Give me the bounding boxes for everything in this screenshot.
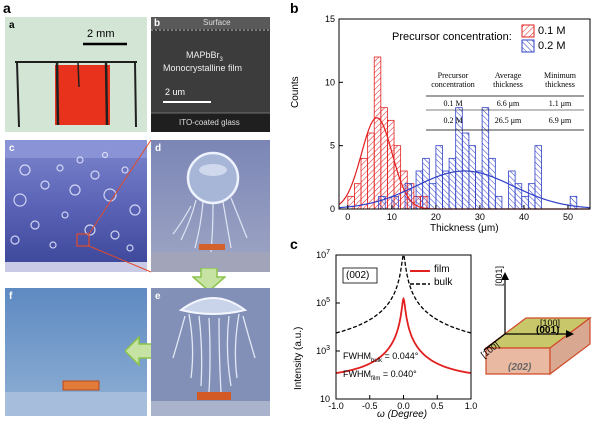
table-cell: 0.1 M [443, 99, 463, 108]
x-tick-label: 0.0 [397, 401, 410, 411]
table-cell: 0.2 M [443, 116, 463, 125]
legend-swatch-0.1M [521, 24, 535, 38]
table-cell: 6.9 μm [548, 116, 572, 125]
legend-title: Precursor concentration: [392, 31, 512, 43]
curve-bulk [336, 255, 471, 334]
x-tick-label: 10 [387, 212, 397, 222]
photo-c: c [5, 140, 147, 272]
y-tick-label: 5 [330, 141, 335, 151]
scale-text-a: 2 mm [87, 28, 115, 40]
axis-label-001: [001] [494, 265, 504, 286]
sem-image-b: b Surface MAPbBr3 Monocrystalline film 2… [151, 17, 270, 132]
arrow-up-icon [501, 272, 509, 280]
fwhm-film-label: FWHMfilm = 0.040° [343, 369, 417, 382]
reflection-annotation: (002) [346, 270, 370, 281]
sublabel-a: a [9, 20, 15, 31]
legend-label-bulk: bulk [434, 277, 453, 288]
table-cell: 6.6 μm [496, 99, 520, 108]
y-tick-label: 10 [320, 394, 330, 404]
photo-d-drawing [151, 140, 270, 272]
arrow-right-icon [566, 330, 574, 338]
table-cell: 1.1 μm [548, 99, 572, 108]
panel-a-label: a [3, 0, 11, 16]
sublabel-f: f [9, 291, 13, 302]
y-tick-label: 107 [316, 249, 330, 260]
sublabel-b: b [154, 18, 161, 29]
x-tick-label: 40 [519, 212, 529, 222]
photo-f: f [5, 288, 147, 416]
legend-label-0.1M: 0.1 M [538, 25, 566, 37]
face-label-202: (202) [508, 362, 532, 373]
sublabel-e: e [155, 291, 161, 302]
rocking-ylabel: Intensity (a.u.) [293, 326, 304, 390]
film-desc-label: Monocrystalline film [163, 63, 243, 73]
photo-a-drawing [5, 17, 147, 132]
crystal-schematic [483, 272, 592, 376]
legend-label-0.2M: 0.2 M [538, 40, 566, 52]
scale-text-b: 2 um [165, 87, 186, 97]
x-tick-label: 30 [475, 212, 485, 222]
x-tick-label: 1.0 [465, 401, 478, 411]
y-tick-label: 0 [330, 204, 335, 214]
annotation-box [342, 267, 378, 284]
legend-swatch-0.2M [521, 39, 535, 53]
rocking-xlabel: ω (Degree) [377, 409, 428, 420]
arrow-down-icon [192, 268, 226, 292]
photo-e-drawing [151, 288, 270, 416]
face-label-001: (001) [536, 325, 560, 336]
fit-curve-0.2M [338, 170, 591, 209]
table-header-precursor: Precursor concentration [431, 71, 475, 89]
photo-c-drawing [5, 140, 147, 272]
y-tick-label: 15 [325, 14, 335, 24]
substrate-label: ITO-coated glass [179, 118, 240, 127]
crystal-side-face [549, 316, 591, 376]
table-cell: 26.5 μm [494, 116, 522, 125]
axis-100b-arrow [483, 333, 506, 351]
y-tick-label: 103 [316, 345, 330, 356]
histogram-xlabel: Thickness (μm) [430, 223, 499, 234]
histogram-frame [338, 18, 591, 210]
axis-label-100: [100] [540, 318, 561, 328]
x-tick-label: 0.5 [431, 401, 444, 411]
x-tick-label: -1.0 [328, 401, 344, 411]
panel-c-label: c [290, 236, 298, 252]
surface-label: Surface [203, 18, 231, 27]
x-tick-label: 20 [431, 212, 441, 222]
x-tick-label: 0 [345, 212, 350, 222]
sublabel-c: c [9, 143, 15, 154]
photo-e: e [151, 288, 270, 416]
y-tick-label: 10 [325, 77, 335, 87]
x-tick-label: 50 [563, 212, 573, 222]
panel-b-label: b [290, 0, 299, 16]
sem-drawing [151, 17, 270, 132]
fwhm-bulk-label: FWHMbulk = 0.044° [343, 351, 419, 364]
legend-label-film: film [434, 264, 450, 275]
table-header-minimum: Minimum thickness [543, 71, 576, 89]
film-name-label: MAPbBr3 [186, 50, 223, 63]
curve-film [336, 296, 471, 374]
photo-a: a 2 mm [5, 17, 147, 132]
photo-f-drawing [5, 288, 147, 416]
table-header-average: Average thickness [493, 71, 523, 89]
photo-d: d [151, 140, 270, 272]
y-tick-label: 105 [316, 297, 330, 308]
sublabel-d: d [155, 143, 162, 154]
x-tick-label: -0.5 [362, 401, 378, 411]
